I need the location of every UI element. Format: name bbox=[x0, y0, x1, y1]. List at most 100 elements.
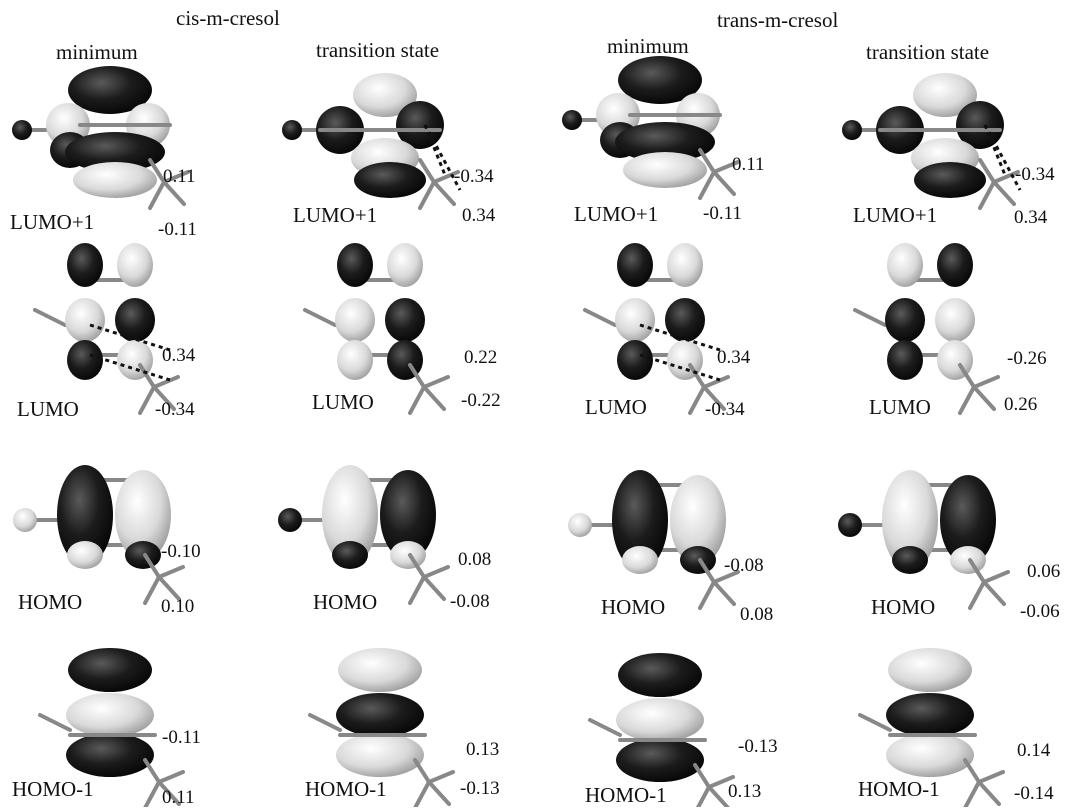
coeff-lumo1-cis-min-a: 0.11 bbox=[163, 166, 196, 187]
dark-lobe bbox=[887, 340, 923, 380]
bond-stick bbox=[408, 553, 426, 579]
orbital-label-homo-1-trans-min: HOMO-1 bbox=[585, 783, 667, 807]
bond-stick bbox=[698, 558, 716, 584]
dark-lobe bbox=[67, 243, 103, 287]
bond-stick bbox=[698, 580, 716, 610]
bond-stick bbox=[958, 363, 976, 389]
coeff-homo-1-cis-min-b: 0.11 bbox=[162, 787, 195, 808]
dark-lobe bbox=[385, 298, 425, 342]
coeff-homo-1-trans-min-b: 0.13 bbox=[728, 781, 762, 802]
light-lobe bbox=[335, 298, 375, 342]
bond-stick bbox=[152, 375, 180, 389]
orbital-label-homo-1-trans-ts: HOMO-1 bbox=[858, 777, 940, 801]
orbital-label-lumo-trans-ts: LUMO bbox=[869, 395, 931, 419]
light-lobe bbox=[913, 73, 977, 117]
bond-stick bbox=[698, 148, 716, 174]
light-lobe bbox=[616, 698, 704, 742]
bond-stick bbox=[858, 713, 892, 732]
bond-stick bbox=[157, 770, 185, 784]
coeff-lumo-trans-ts-b: 0.26 bbox=[1004, 394, 1038, 415]
coeff-lumo1-cis-ts-a: -0.34 bbox=[454, 166, 494, 187]
dark-lobe bbox=[665, 298, 705, 342]
bond-stick bbox=[982, 570, 1010, 584]
dark-lobe bbox=[612, 470, 668, 570]
bond-stick bbox=[408, 575, 426, 605]
bond-stick bbox=[972, 385, 996, 411]
bond-stick bbox=[33, 308, 67, 327]
light-lobe bbox=[623, 152, 707, 188]
coeff-homo-1-cis-min-a: -0.11 bbox=[162, 727, 201, 748]
dark-lobe bbox=[337, 243, 373, 287]
orbital-label-homo-1-cis-min: HOMO-1 bbox=[12, 777, 94, 801]
bond-stick bbox=[303, 308, 337, 327]
coeff-homo-1-trans-min-a: -0.13 bbox=[738, 736, 778, 757]
light-lobe bbox=[888, 648, 972, 692]
light-lobe bbox=[882, 470, 938, 570]
light-lobe bbox=[73, 162, 157, 198]
column-header-trans-minimum: minimum bbox=[607, 34, 689, 58]
bond-stick bbox=[422, 575, 446, 601]
bond-stick bbox=[978, 158, 996, 184]
bond-stick bbox=[422, 385, 446, 411]
coeff-lumo1-trans-ts-a: -0.34 bbox=[1015, 164, 1055, 185]
bond-stick bbox=[152, 385, 176, 411]
dark-lobe bbox=[562, 110, 582, 130]
dark-lobe bbox=[336, 693, 424, 737]
bond-stick bbox=[688, 385, 706, 415]
dark-lobe bbox=[68, 648, 152, 692]
column-header-cis-minimum: minimum bbox=[56, 40, 138, 64]
bond-stick bbox=[143, 553, 161, 579]
orbital-label-lumo1-trans-ts: LUMO+1 bbox=[853, 203, 938, 227]
bond-stick bbox=[702, 385, 726, 411]
dark-lobe bbox=[380, 470, 436, 560]
bond-stick bbox=[408, 385, 426, 415]
dark-lobe bbox=[65, 132, 165, 172]
coeff-lumo-cis-min-b: -0.34 bbox=[155, 399, 195, 420]
bond-stick bbox=[698, 170, 716, 200]
dark-lobe bbox=[617, 243, 653, 287]
orbital-label-lumo-cis-min: LUMO bbox=[17, 397, 79, 421]
cis-m-cresol-title: cis-m-cresol bbox=[176, 6, 280, 30]
coeff-homo-cis-ts-b: -0.08 bbox=[450, 591, 490, 612]
bond-stick bbox=[712, 160, 740, 174]
coeff-lumo-cis-min-a: 0.34 bbox=[162, 345, 196, 366]
bond-stick bbox=[157, 575, 181, 601]
dark-lobe bbox=[282, 120, 302, 140]
light-lobe bbox=[667, 243, 703, 287]
dark-lobe bbox=[67, 340, 103, 380]
coeff-lumo-cis-ts-a: 0.22 bbox=[464, 347, 498, 368]
bond-stick bbox=[138, 385, 156, 415]
bond-stick bbox=[693, 763, 711, 789]
bond-stick bbox=[162, 170, 190, 184]
dark-lobe bbox=[838, 513, 862, 537]
dark-lobe bbox=[616, 738, 704, 782]
orbital-label-homo-1-cis-ts: HOMO-1 bbox=[305, 777, 387, 801]
bond-stick bbox=[148, 158, 166, 184]
bond-stick bbox=[963, 780, 981, 807]
bond-stick bbox=[408, 363, 426, 389]
bond-stick bbox=[148, 180, 166, 210]
bond-stick bbox=[157, 780, 181, 806]
coeff-lumo1-cis-min-b: -0.11 bbox=[158, 219, 197, 240]
bond-stick bbox=[427, 770, 455, 784]
dark-lobe bbox=[278, 508, 302, 532]
bond-stick bbox=[422, 565, 450, 579]
coeff-lumo-trans-min-b: -0.34 bbox=[705, 399, 745, 420]
coeff-homo-trans-min-a: -0.08 bbox=[724, 555, 764, 576]
bond-stick bbox=[418, 158, 436, 184]
bond-stick bbox=[712, 570, 740, 584]
dark-lobe bbox=[115, 298, 155, 342]
bond-stick bbox=[583, 308, 617, 327]
light-lobe bbox=[336, 733, 424, 777]
orbital-label-homo-cis-ts: HOMO bbox=[313, 590, 378, 614]
light-lobe bbox=[117, 243, 153, 287]
light-lobe bbox=[337, 340, 373, 380]
bond-stick bbox=[138, 363, 156, 389]
dark-lobe bbox=[12, 120, 32, 140]
coeff-lumo1-trans-ts-b: 0.34 bbox=[1014, 207, 1048, 228]
coeff-homo-1-cis-ts-b: -0.13 bbox=[460, 778, 500, 799]
coeff-homo-cis-min-a: -0.10 bbox=[161, 541, 201, 562]
light-lobe bbox=[338, 648, 422, 692]
dotted-line bbox=[89, 323, 171, 352]
